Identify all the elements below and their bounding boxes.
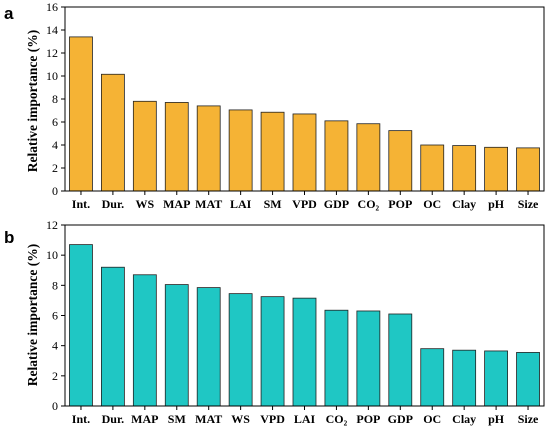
panel-b-x-tick-label: Clay bbox=[452, 412, 476, 426]
panel-a-x-tick-label: Size bbox=[518, 197, 539, 211]
panel-b-bar bbox=[324, 309, 349, 407]
panel-a-y-tick-label: 2 bbox=[52, 161, 58, 175]
panel-b-x-tick-label: MAP bbox=[131, 412, 158, 426]
panel-b-bar bbox=[356, 310, 381, 407]
panel-a-x-tick-label: pH bbox=[488, 197, 505, 211]
panel-a-x-tick-label: WS bbox=[135, 197, 154, 211]
panel-b-bar bbox=[196, 287, 221, 407]
panel-a-x-tick-label: CO₂ bbox=[358, 197, 380, 211]
panel-a-bar bbox=[260, 111, 285, 192]
panel-a-bar bbox=[484, 146, 508, 192]
panel-a-x-tick-label: POP bbox=[388, 197, 412, 211]
panel-a-bar bbox=[101, 73, 125, 192]
panel-a-x-tick-label: Clay bbox=[452, 197, 476, 211]
panel-a-bar bbox=[132, 100, 157, 192]
panel-a-x-tick-label: SM bbox=[264, 197, 282, 211]
panel-b-x-tick-label: GDP bbox=[388, 412, 413, 426]
panel-a-bar bbox=[388, 130, 413, 192]
panel-b-x-tick-label: LAI bbox=[294, 412, 316, 426]
panel-b-bar bbox=[452, 349, 477, 407]
panel-a: a Relative importance (%) 0 2 4 6 8 10 12 14 16 I… bbox=[4, 0, 545, 211]
panel-a-x-tick-label: Dur. bbox=[102, 197, 125, 211]
panel-b-x-tick-label: Dur. bbox=[102, 412, 125, 426]
panel-a-letter: a bbox=[4, 4, 14, 23]
panel-b-bar bbox=[132, 274, 157, 407]
panel-b-x-tick-label: CO₂ bbox=[326, 412, 348, 426]
panel-a-x-tick-label: VPD bbox=[292, 197, 317, 211]
panel-b-bar bbox=[484, 350, 508, 407]
panel-a-bar bbox=[196, 105, 221, 192]
panel-b-bar bbox=[420, 348, 445, 407]
panel-b-letter: b bbox=[4, 228, 14, 247]
panel-b: b Relative importance (%) 0 2 4 6 8 10 12 Int. D… bbox=[4, 218, 545, 426]
panel-a-x-tick-label: MAP bbox=[163, 197, 190, 211]
panel-b-x-tick-label: WS bbox=[231, 412, 250, 426]
panel-b-y-tick-label: 4 bbox=[52, 339, 58, 353]
panel-b-y-tick-label: 0 bbox=[52, 399, 58, 413]
panel-b-x-tick-label: pH bbox=[488, 412, 505, 426]
panel-a-bar bbox=[452, 145, 477, 192]
panel-a-bar bbox=[516, 147, 540, 192]
panel-b-x-tick-label: OC bbox=[423, 412, 441, 426]
panel-b-y-tick-label: 2 bbox=[52, 369, 58, 383]
panel-b-y-tick-label: 12 bbox=[46, 218, 58, 232]
panel-b-y-tick-label: 6 bbox=[52, 309, 58, 323]
panel-b-bar bbox=[516, 352, 540, 407]
panel-a-x-tick-label: GDP bbox=[324, 197, 349, 211]
panel-a-bar bbox=[228, 109, 253, 192]
panel-a-bar bbox=[324, 120, 349, 192]
panel-a-bar bbox=[69, 36, 93, 192]
panel-a-y-tick-label: 6 bbox=[52, 115, 58, 129]
panel-b-x-tick-label: POP bbox=[356, 412, 380, 426]
panel-b-x-tick-label: VPD bbox=[260, 412, 285, 426]
panel-a-bar bbox=[164, 102, 189, 192]
panel-a-y-tick-label: 12 bbox=[46, 46, 58, 60]
panel-a-x-tick-label: OC bbox=[423, 197, 441, 211]
panel-b-x-tick-label: Size bbox=[518, 412, 539, 426]
panel-b-y-tick-label: 10 bbox=[46, 248, 58, 262]
panel-a-x-tick-label: MAT bbox=[195, 197, 222, 211]
panel-a-y-tick-label: 4 bbox=[52, 138, 58, 152]
panel-b-bar bbox=[260, 296, 285, 407]
panel-b-bar bbox=[292, 297, 317, 407]
panel-a-y-tick-label: 10 bbox=[46, 69, 58, 83]
panel-a-y-tick-label: 16 bbox=[46, 0, 58, 14]
panel-b-x-tick-label: MAT bbox=[195, 412, 222, 426]
panel-b-bar bbox=[69, 244, 93, 407]
panel-a-bar bbox=[292, 113, 317, 192]
panel-b-y-axis-label: Relative importance (%) bbox=[25, 244, 40, 386]
panel-b-x-tick-label: Int. bbox=[72, 412, 90, 426]
panel-b-bar bbox=[228, 293, 253, 407]
panel-b-x-tick-label: SM bbox=[168, 412, 186, 426]
panel-a-bar bbox=[420, 144, 445, 192]
panel-b-bar bbox=[164, 284, 189, 407]
panel-b-bar bbox=[388, 313, 413, 407]
panel-a-y-tick-label: 8 bbox=[52, 92, 58, 106]
panel-a-y-tick-label: 14 bbox=[46, 23, 58, 37]
panel-a-x-tick-label: Int. bbox=[72, 197, 90, 211]
panel-b-y-tick-label: 8 bbox=[52, 278, 58, 292]
panel-a-y-axis-label: Relative importance (%) bbox=[25, 30, 40, 172]
panel-a-x-tick-label: LAI bbox=[230, 197, 252, 211]
panel-a-bar bbox=[356, 123, 381, 192]
panel-a-y-tick-label: 0 bbox=[52, 184, 58, 198]
panel-b-bar bbox=[101, 266, 125, 407]
